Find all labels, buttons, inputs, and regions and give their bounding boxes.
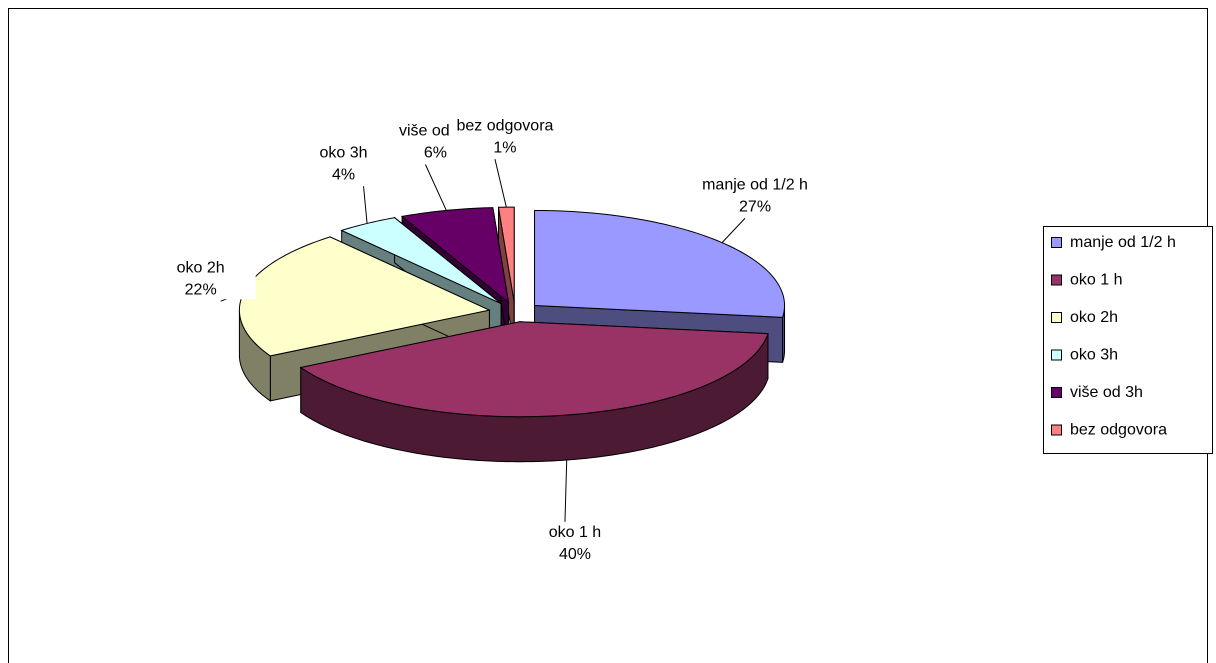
legend-label: bez odgovora bbox=[1070, 422, 1167, 439]
data-label-name: oko 2h bbox=[177, 259, 225, 276]
legend-box bbox=[1043, 226, 1213, 454]
data-label-name: bez odgovora bbox=[456, 117, 553, 134]
data-label-name: oko 1 h bbox=[549, 524, 601, 541]
legend-swatch bbox=[1051, 274, 1062, 286]
legend-swatch bbox=[1051, 237, 1062, 248]
legend-swatch bbox=[1051, 424, 1062, 436]
data-label-bg bbox=[145, 257, 256, 300]
legend-label: manje od 1/2 h bbox=[1070, 234, 1176, 251]
data-label-bg bbox=[449, 115, 560, 158]
slice-top bbox=[534, 209, 786, 318]
data-label-bg bbox=[519, 521, 630, 564]
data-label-value: 22% bbox=[185, 281, 217, 298]
legend-label: oko 1 h bbox=[1070, 272, 1122, 289]
slice-top bbox=[400, 207, 510, 304]
data-label-bg bbox=[700, 174, 811, 217]
data-label-value: 4% bbox=[332, 166, 355, 183]
data-label-value: 27% bbox=[739, 198, 771, 215]
legend-swatch bbox=[1051, 312, 1062, 323]
leader-line bbox=[424, 164, 447, 211]
leader-line bbox=[494, 158, 507, 208]
leader-line bbox=[363, 186, 368, 224]
legend-label: više od 3h bbox=[1070, 384, 1143, 401]
leader-line bbox=[721, 217, 746, 243]
data-label-name: manje od 1/2 h bbox=[702, 176, 808, 193]
legend-swatch bbox=[1051, 387, 1062, 398]
data-label-bg bbox=[288, 142, 399, 185]
leader-line bbox=[564, 460, 568, 522]
slice-top bbox=[340, 217, 502, 305]
data-label-value: 40% bbox=[559, 546, 591, 563]
data-label-name: oko 3h bbox=[320, 144, 368, 161]
slice-top bbox=[299, 321, 769, 418]
legend-label: oko 3h bbox=[1070, 347, 1118, 364]
legend-swatch bbox=[1051, 349, 1062, 361]
legend-label: oko 2h bbox=[1070, 309, 1118, 326]
slice bbox=[299, 321, 769, 463]
data-label-value: 1% bbox=[493, 139, 516, 156]
data-label-value: 6% bbox=[424, 145, 447, 162]
